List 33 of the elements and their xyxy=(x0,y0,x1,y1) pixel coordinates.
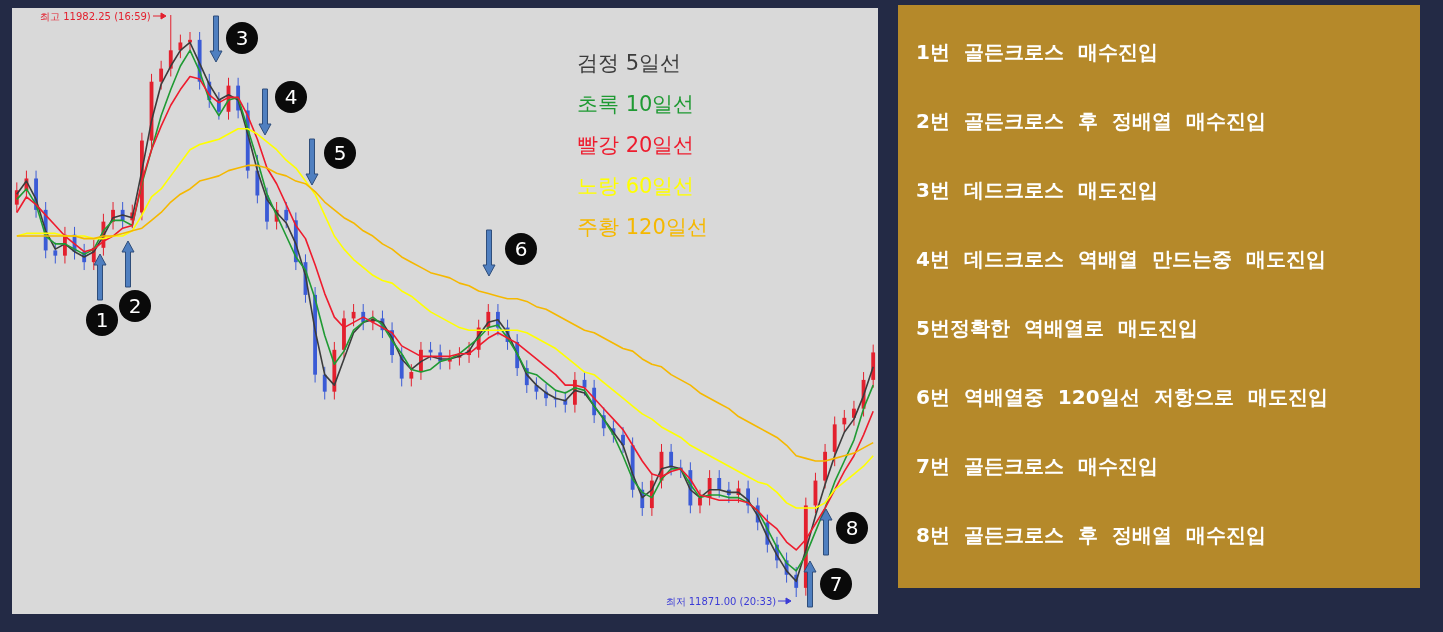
text: 7번 골든크로스 매수진입 xyxy=(916,453,1158,480)
text: 검정 5일선 xyxy=(577,50,683,77)
annotation: 3 xyxy=(226,22,258,54)
annotation: 5 xyxy=(324,137,356,169)
annotation: 7 xyxy=(820,568,852,600)
annotation: 4 xyxy=(275,81,307,113)
text: 초록 10일선 xyxy=(577,91,696,118)
text: 4번 데드크로스 역배열 만드는중 매도진입 xyxy=(916,246,1326,273)
annotation: 6 xyxy=(505,233,537,265)
annotation: 8 xyxy=(836,512,868,544)
text: 5번정확한 역배열로 매도진입 xyxy=(916,315,1198,342)
text: 주황 120일선 xyxy=(577,214,708,241)
candlestick xyxy=(284,201,289,229)
candlestick xyxy=(168,14,173,77)
text: 2번 골든크로스 후 정배열 매수진입 xyxy=(916,108,1266,135)
annotation: 2 xyxy=(119,290,151,322)
candlestick xyxy=(159,60,164,91)
annotation: 최고 11982.25 (16:59) xyxy=(40,10,151,24)
text: 노랑 60일선 xyxy=(577,173,696,200)
candlestick xyxy=(698,489,702,514)
text: 1번 골든크로스 매수진입 xyxy=(916,39,1158,66)
candlestick xyxy=(842,409,847,433)
candlestick xyxy=(351,303,356,327)
annotation: 1 xyxy=(86,304,118,336)
annotation: 최저 11871.00 (20:33) xyxy=(665,595,777,609)
candlestick xyxy=(534,376,539,401)
candlestick xyxy=(717,469,722,499)
candlestick xyxy=(669,443,674,476)
text: 6번 역배열중 120일선 저항으로 매도진입 xyxy=(916,384,1328,411)
text: 빨강 20일선 xyxy=(577,132,696,159)
text: 3번 데드크로스 매도진입 xyxy=(916,177,1158,204)
candlestick xyxy=(409,363,414,387)
text: 8번 골든크로스 후 정배열 매수진입 xyxy=(916,522,1266,549)
